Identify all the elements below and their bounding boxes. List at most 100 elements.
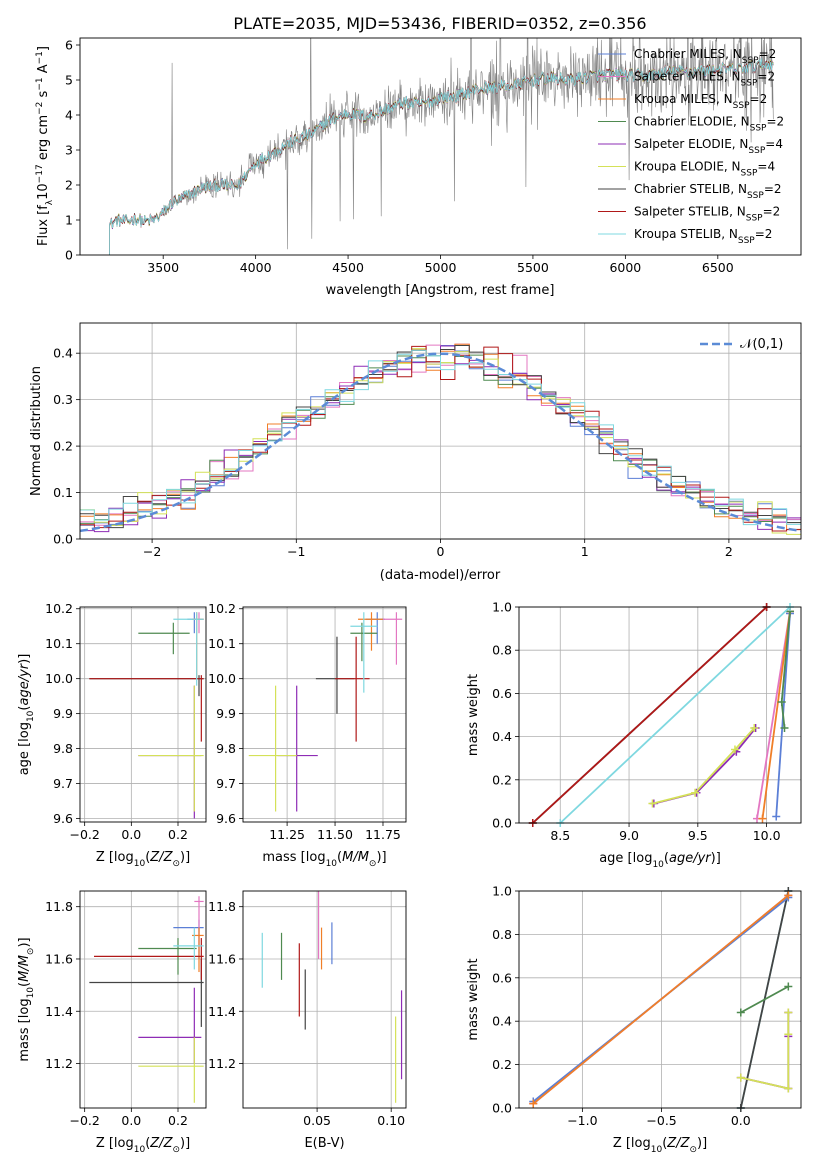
age-vs-Z-ytick-label: 9.6 (53, 811, 73, 826)
age-vs-Z-ytick-label: 9.9 (53, 706, 73, 721)
spectrum-ytick-label: 3 (65, 143, 73, 158)
mass-vs-Z-ytick-label: 11.6 (45, 951, 73, 966)
mass-weight-vs-Z-line-kroupa-miles (532, 894, 789, 1105)
mass-weight-vs-age-line-kroupa-miles (761, 611, 791, 819)
spectrum-xtick-label: 5500 (517, 260, 549, 275)
spectrum-legend-entry: Kroupa ELODIE, NSSP=4 (634, 160, 775, 179)
spectrum-xlabel: wavelength [Angstrom, rest frame] (326, 283, 555, 298)
mass-weight-vs-Z-line-chabrier-elodie (740, 985, 789, 1014)
spectrum-ytick-label: 2 (65, 178, 73, 193)
spectrum-ytick-label: 4 (65, 108, 73, 123)
mass-vs-EBV-ytick-label: 11.4 (208, 1004, 236, 1019)
mass-weight-vs-age-ytick-label: 0.4 (492, 729, 512, 744)
age-vs-Z-xtick-label: −0.2 (69, 827, 99, 842)
age-vs-mass-ytick-label: 9.7 (216, 776, 236, 791)
age-vs-Z-xlabel: Z [log10(Z/Z⊙)] (96, 850, 190, 869)
mass-vs-Z-ylabel: mass [log10(M/M⊙)] (17, 937, 36, 1061)
mass-weight-vs-Z-ytick-label: 0.6 (492, 970, 512, 985)
mass-weight-vs-Z-marker-kroupa-elodie (784, 1084, 793, 1093)
age-vs-Z-ytick-label: 10.2 (45, 601, 73, 616)
age-vs-mass-ytick-label: 10.0 (208, 671, 236, 686)
age-vs-Z-xtick-label: 0.0 (121, 827, 141, 842)
residuals-xtick-label: 2 (725, 544, 733, 559)
age-vs-mass-ytick-label: 10.1 (208, 636, 236, 651)
residuals-xtick-label: −2 (143, 544, 161, 559)
mass-weight-vs-Z-marker-chabrier-elodie (784, 982, 793, 991)
mass-weight-vs-age-marker-kroupa-elodie (750, 723, 759, 732)
residuals-ytick-label: 0.2 (53, 439, 73, 454)
spectrum-xtick-label: 5000 (425, 260, 457, 275)
mass-weight-vs-Z-ytick-label: 0.0 (492, 1101, 512, 1116)
age-vs-Z-ytick-label: 10.0 (45, 671, 73, 686)
spectrum-model-salpeter-elodie (109, 59, 774, 255)
normal-reference-curve (80, 352, 801, 533)
spectrum-legend-entry: Chabrier MILES, NSSP=2 (634, 47, 776, 66)
mass-weight-vs-Z-ylabel: mass weight (466, 958, 481, 1040)
mass-weight-vs-age-ytick-label: 0.2 (492, 772, 512, 787)
age-vs-Z-xtick-label: 0.2 (168, 827, 188, 842)
mass-weight-vs-age-xtick-label: 10.0 (753, 828, 781, 843)
mass-vs-EBV-ytick-label: 11.6 (208, 951, 236, 966)
mass-vs-EBV-frame (242, 890, 407, 1109)
mass-weight-vs-Z-ytick-label: 0.8 (492, 927, 512, 942)
residuals-ytick-label: 0.1 (53, 485, 73, 500)
mass-weight-vs-age-line-kroupa-elodie (652, 727, 755, 805)
mass-weight-vs-Z-xtick-label: −1.0 (567, 1113, 597, 1128)
mass-weight-vs-age-xtick-label: 8.5 (550, 828, 570, 843)
spectrum-legend-entry: Chabrier STELIB, NSSP=2 (634, 182, 782, 201)
residual-histogram-kroupa-stelib (80, 349, 801, 526)
mass-vs-Z-ytick-label: 11.2 (45, 1056, 73, 1071)
age-vs-mass-ytick-label: 10.2 (208, 601, 236, 616)
spectrum-model-chabrier-stelib (109, 58, 774, 255)
mass-weight-vs-age-marker-kroupa-elodie (730, 745, 739, 754)
mass-vs-Z-xtick-label: 0.0 (121, 1113, 141, 1128)
spectrum-model-chabrier-miles (109, 58, 774, 255)
mass-vs-Z-xlabel: Z [log10(Z/Z⊙)] (96, 1136, 190, 1155)
residuals-xtick-label: −1 (287, 544, 305, 559)
mass-weight-vs-age-marker-chabrier-elodie (777, 698, 786, 707)
residual-xlabel: (data-model)/error (380, 568, 501, 583)
residual-ylabel: Normed distribution (29, 366, 44, 496)
spectrum-ytick-label: 0 (65, 248, 73, 263)
spectrum-xtick-label: 6500 (702, 260, 734, 275)
mass-vs-EBV-xtick-label: 0.05 (303, 1113, 331, 1128)
mass-weight-vs-age-marker-kroupa-elodie (691, 788, 700, 797)
mass-weight-vs-Z-marker-chabrier-elodie (736, 1008, 745, 1017)
spectrum-model-chabrier-elodie (109, 58, 774, 255)
residuals-ytick-label: 0.4 (53, 346, 73, 361)
age-vs-mass-xtick-label: 11.75 (365, 827, 401, 842)
residual-histogram-salpeter-stelib (80, 345, 801, 532)
spectrum-ytick-label: 5 (65, 73, 73, 88)
spectrum-frame (79, 37, 802, 256)
mass-vs-Z-xtick-label: −0.2 (69, 1113, 99, 1128)
mass-weight-vs-Z-xlabel: Z [log10(Z/Z⊙)] (613, 1136, 707, 1155)
spectrum-legend-entry: Salpeter MILES, NSSP=2 (634, 70, 775, 89)
residuals-ytick-label: 0.3 (53, 392, 73, 407)
spectrum-model-kroupa-stelib (109, 57, 774, 255)
mass-weight-vs-age-line-salpeter-elodie (653, 727, 757, 805)
mass-weight-vs-age-axes (515, 606, 801, 827)
mass-weight-vs-Z-marker-kroupa-elodie (784, 1008, 793, 1017)
mass-weight-vs-age-ytick-label: 1.0 (492, 600, 512, 615)
age-vs-Z-axes (76, 607, 206, 826)
mass-weight-vs-age-xtick-label: 9.5 (688, 828, 708, 843)
mass-vs-Z-axes (76, 891, 206, 1112)
age-vs-mass-xlabel: mass [log10(M/M⊙)] (262, 850, 386, 869)
mass-vs-EBV-xlabel: E(B-V) (304, 1136, 344, 1151)
age-vs-mass-ytick-label: 9.9 (216, 706, 236, 721)
age-vs-mass-xtick-label: 11.25 (269, 827, 305, 842)
mass-vs-Z-frame (79, 890, 207, 1109)
mass-weight-vs-Z-marker-kroupa-miles (784, 891, 793, 900)
mass-vs-EBV-ytick-label: 11.8 (208, 899, 236, 914)
spectrum-model-salpeter-miles (109, 57, 774, 255)
mass-vs-Z-xtick-label: 0.2 (168, 1113, 188, 1128)
spectrum-model-kroupa-elodie (109, 59, 774, 255)
spectrum-ylabel: Flux [fλ10−17 erg cm−2 s−1 A−1] (35, 46, 55, 246)
age-vs-Z-ylabel: age [log10(age/yr)] (17, 654, 36, 776)
mass-weight-vs-age-marker-kroupa-elodie (648, 799, 657, 808)
spectrum-axes (76, 44, 719, 259)
mass-weight-vs-age-ytick-label: 0.8 (492, 643, 512, 658)
spectrum-xtick-label: 4000 (240, 260, 272, 275)
mass-weight-vs-Z-marker-kroupa-miles (529, 1099, 538, 1108)
mass-weight-vs-Z-line-kroupa-elodie (740, 1012, 790, 1090)
